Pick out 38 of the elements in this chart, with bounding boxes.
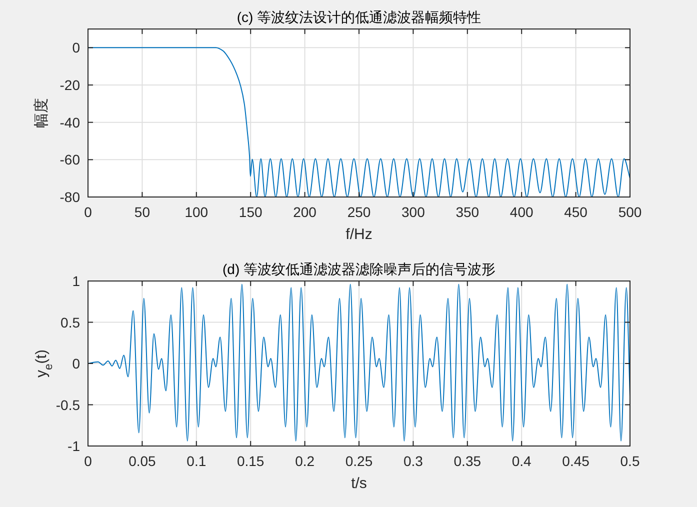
- x-tick-label: 0.25: [345, 453, 373, 469]
- x-tick-label: 0: [84, 204, 92, 220]
- x-tick-label: 350: [456, 204, 480, 220]
- x-tick-label: 300: [402, 204, 426, 220]
- x-tick-label: 0.2: [295, 453, 315, 469]
- y-tick-label: -0.5: [56, 396, 80, 413]
- x-tick-label: 500: [618, 204, 642, 220]
- x-tick-label: 0.5: [620, 453, 640, 469]
- x-tick-label: 400: [510, 204, 534, 220]
- y-tick-label: -40: [60, 114, 80, 130]
- y-tick-label: -60: [60, 152, 80, 168]
- chart-title: (d) 等波纹低通滤波器滤除噪声后的信号波形: [222, 261, 496, 277]
- x-tick-label: 150: [238, 204, 262, 220]
- y-tick-label: -1: [68, 438, 80, 454]
- y-tick-label: -80: [60, 189, 80, 205]
- x-tick-label: 200: [293, 204, 317, 220]
- x-tick-label: 0.3: [403, 453, 424, 469]
- x-tick-label: 250: [347, 204, 371, 220]
- x-axis-title: t/s: [351, 475, 367, 492]
- x-tick-label: 0.45: [562, 453, 590, 469]
- x-tick-label: 50: [134, 204, 150, 220]
- y-axis-title: 幅度: [33, 98, 50, 128]
- x-tick-label: 100: [184, 204, 208, 220]
- y-tick-label: 1: [72, 273, 80, 289]
- line-series: [88, 284, 630, 442]
- y-tick-label: 0.5: [60, 314, 80, 330]
- x-tick-label: 0.35: [454, 453, 482, 469]
- x-tick-label: 0: [84, 453, 92, 469]
- x-tick-label: 450: [564, 204, 588, 220]
- y-tick-label: 0: [72, 40, 80, 56]
- y-tick-label: -20: [60, 77, 80, 93]
- y-tick-label: 0: [72, 356, 80, 372]
- x-axis-title: f/Hz: [346, 226, 372, 243]
- x-tick-label: 0.1: [186, 453, 206, 469]
- x-tick-label: 0.15: [236, 453, 264, 469]
- x-tick-label: 0.05: [128, 453, 156, 469]
- chart-title: (c) 等波纹法设计的低通滤波器幅频特性: [236, 9, 482, 25]
- x-tick-label: 0.4: [512, 453, 532, 469]
